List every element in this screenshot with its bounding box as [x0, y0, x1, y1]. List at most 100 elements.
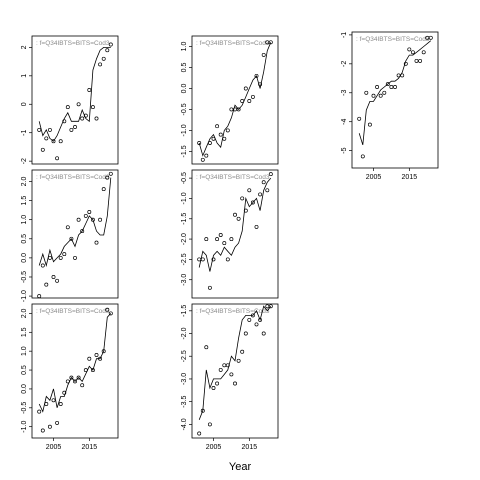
- observed-point: [80, 383, 85, 388]
- y-tick: -0.5: [21, 402, 32, 414]
- observed-point: [58, 139, 63, 144]
- observed-point: [94, 240, 99, 245]
- y-tick: -1.0: [21, 290, 32, 302]
- chart-panel: : f=Q34IBTS=BITS=Cod3 -5 -4 -3 -2 -1 2005 2015: [341, 31, 439, 181]
- y-tick: 1.0: [21, 215, 32, 225]
- y-tick: 0.0: [181, 83, 192, 93]
- fitted-line: [198, 177, 272, 272]
- observed-point: [73, 125, 77, 129]
- y-tick: -3.5: [181, 396, 192, 408]
- observed-point: [94, 353, 99, 357]
- plot-frame: [191, 169, 279, 299]
- y-tick-label: -3.5: [181, 396, 188, 408]
- observed-point: [233, 212, 237, 217]
- observed-point: [215, 381, 220, 386]
- observed-point: [414, 58, 419, 63]
- observed-point: [211, 386, 216, 390]
- y-tick: -1.0: [21, 421, 32, 433]
- observed-point: [247, 188, 252, 193]
- y-tick-label: -2.0: [181, 327, 188, 339]
- observed-point: [233, 381, 237, 386]
- observed-point: [90, 217, 95, 222]
- observed-point: [265, 188, 270, 193]
- observed-point: [51, 275, 56, 279]
- fitted-line: [38, 177, 112, 268]
- y-tick-label: -1.5: [181, 213, 188, 225]
- observed-point: [94, 116, 99, 121]
- chart-panel: : f=Q34IBTS=BITS=Cod3 -1.5 -1.0 -0.5 0.0 0.5 1…: [181, 35, 279, 165]
- x-tick: 2005: [206, 438, 221, 451]
- observed-point: [76, 102, 81, 107]
- observed-point: [80, 229, 85, 234]
- y-tick-label: -1.5: [181, 145, 188, 157]
- observed-point: [62, 119, 67, 124]
- observed-point: [69, 127, 74, 132]
- panel-label: : f=Q34IBTS=BITS=Cod3: [196, 308, 270, 315]
- y-tick: -3.0: [181, 373, 192, 385]
- observed-point: [233, 107, 237, 112]
- observed-point: [254, 322, 259, 327]
- y-tick: -5: [341, 147, 352, 154]
- plot-frame: [31, 35, 119, 165]
- y-tick-label: -0.5: [181, 172, 188, 184]
- observed-point: [243, 86, 248, 91]
- observed-point: [389, 85, 394, 89]
- y-tick-label: 1.0: [21, 346, 28, 356]
- observed-point: [76, 217, 81, 222]
- y-tick-label: -4: [341, 118, 348, 124]
- y-tick: -0.5: [181, 172, 192, 184]
- observed-point: [357, 116, 362, 121]
- y-tick-label: -0.5: [21, 402, 28, 414]
- y-tick-label: -2.5: [181, 350, 188, 362]
- observed-point: [218, 132, 223, 137]
- y-tick-label: 0.0: [21, 384, 28, 394]
- observed-point: [250, 313, 255, 318]
- observed-point: [37, 409, 42, 414]
- observed-point: [240, 196, 245, 201]
- observed-point: [240, 99, 245, 103]
- y-tick-label: 0.0: [21, 253, 28, 263]
- observed-point: [360, 154, 365, 159]
- observed-point: [268, 172, 273, 177]
- observed-point: [243, 331, 248, 336]
- y-tick-label: -3.0: [181, 373, 188, 385]
- y-tick-label: -1.0: [21, 290, 28, 302]
- y-tick-label: 2.0: [21, 308, 28, 318]
- observed-point: [410, 50, 415, 55]
- observed-point: [240, 349, 245, 354]
- observed-point: [261, 180, 266, 185]
- y-tick: -1.5: [181, 213, 192, 225]
- observed-point: [37, 127, 42, 132]
- y-tick-label: -1.0: [181, 192, 188, 204]
- chart-panel: : f=Q34IBTS=BITS=Cod3 -4.0 -3.5 -3.0 -2.5 -2.…: [181, 303, 279, 451]
- panel-label: : f=Q34IBTS=BITS=Cod3: [36, 174, 110, 181]
- observed-point: [76, 375, 81, 380]
- observed-point: [428, 35, 433, 40]
- y-tick-label: 2.0: [21, 176, 28, 186]
- fitted-line: [198, 42, 272, 157]
- observed-point: [371, 93, 376, 98]
- y-tick: -4: [341, 118, 352, 125]
- y-tick: -2: [21, 158, 32, 164]
- observed-point: [37, 294, 42, 299]
- x-tick: 2005: [366, 168, 381, 181]
- y-tick-label: -2: [21, 158, 28, 164]
- x-tick-label: 2015: [242, 444, 258, 451]
- y-tick: 1: [21, 74, 32, 78]
- observed-point: [207, 141, 212, 145]
- y-tick: -2.0: [181, 233, 192, 245]
- observed-point: [393, 85, 397, 89]
- observed-point: [83, 368, 88, 373]
- x-tick: 2015: [242, 438, 258, 451]
- fitted-line: [198, 305, 272, 420]
- observed-point: [204, 345, 209, 350]
- observed-point: [55, 420, 60, 425]
- y-tick: -3.0: [181, 274, 192, 286]
- observed-point: [222, 363, 227, 368]
- observed-point: [108, 171, 113, 176]
- observed-point: [62, 390, 67, 395]
- observed-point: [73, 379, 77, 384]
- y-tick-label: 2: [21, 45, 28, 49]
- observed-point: [211, 257, 216, 262]
- observed-point: [229, 107, 234, 112]
